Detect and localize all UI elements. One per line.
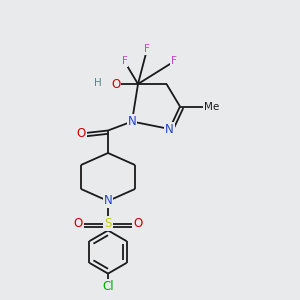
Text: F: F (171, 56, 177, 67)
Text: F: F (122, 56, 128, 67)
Text: Me: Me (204, 101, 219, 112)
Text: N: N (128, 115, 136, 128)
Text: O: O (134, 217, 142, 230)
Text: N: N (103, 194, 112, 208)
Text: F: F (144, 44, 150, 55)
Text: O: O (76, 127, 85, 140)
Text: N: N (165, 122, 174, 136)
Text: H: H (94, 78, 101, 88)
Text: S: S (104, 217, 112, 230)
Text: O: O (111, 77, 120, 91)
Text: Cl: Cl (102, 280, 114, 293)
Text: O: O (74, 217, 82, 230)
